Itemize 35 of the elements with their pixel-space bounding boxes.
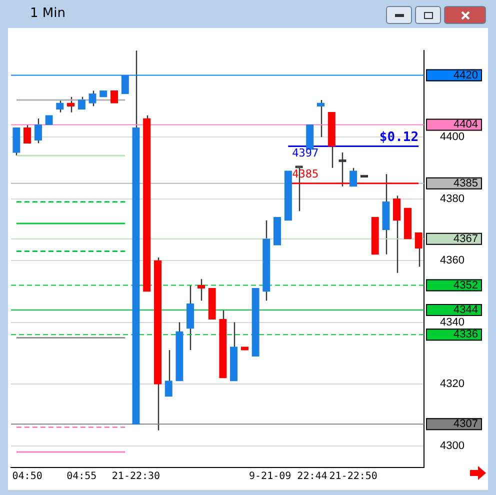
ref-line-label: 4385	[454, 177, 478, 190]
x-tick-label: 04:50	[12, 470, 42, 482]
y-tick-label: 4400	[440, 131, 464, 144]
candlestick	[186, 284, 194, 351]
ref-line-label: 4344	[454, 304, 478, 316]
ref-line-label: 4404	[454, 118, 478, 131]
candlestick	[23, 124, 32, 144]
candlestick	[121, 74, 129, 94]
candlestick	[164, 349, 172, 397]
x-tick-label: 04:55	[66, 470, 97, 482]
candlestick	[110, 90, 118, 104]
y-tick-label: 4300	[440, 440, 464, 452]
ref-line-label: 4420	[454, 69, 478, 82]
candlestick	[78, 96, 86, 110]
x-tick-label: 21-22:50	[329, 470, 378, 482]
candlestick	[414, 232, 422, 268]
ref-line-label: 4336	[454, 328, 478, 341]
y-tick-label: 4360	[440, 254, 464, 267]
x-tick-label: 9-21-09 22:44	[249, 470, 328, 482]
chart-title: 1 Min	[30, 6, 66, 21]
ref-line-label: 4367	[454, 232, 478, 245]
series-label: 4397	[292, 146, 319, 160]
y-tick-label: 4340	[440, 316, 464, 328]
candlestick	[12, 127, 20, 156]
annotation: $0.12	[379, 130, 419, 146]
candlestick	[34, 118, 42, 144]
candlestick	[56, 99, 64, 113]
candlestick	[350, 167, 358, 188]
ref-line-label: 4352	[454, 279, 478, 292]
y-tick-label: 4380	[440, 192, 464, 205]
y-tick-label: 4320	[440, 378, 464, 390]
ref-line-label: 4307	[454, 418, 478, 430]
x-tick-label: 21-22:30	[112, 470, 160, 482]
candlestick	[393, 195, 401, 274]
candlestick	[88, 90, 96, 107]
